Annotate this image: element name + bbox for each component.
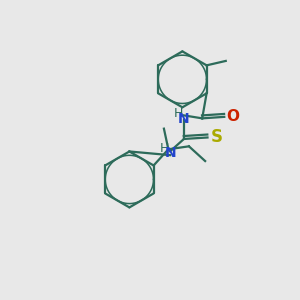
Text: H: H xyxy=(174,106,183,119)
Text: O: O xyxy=(226,110,240,124)
Text: S: S xyxy=(210,128,222,146)
Text: H: H xyxy=(160,142,170,155)
Text: N: N xyxy=(178,112,190,126)
Text: N: N xyxy=(164,146,176,160)
